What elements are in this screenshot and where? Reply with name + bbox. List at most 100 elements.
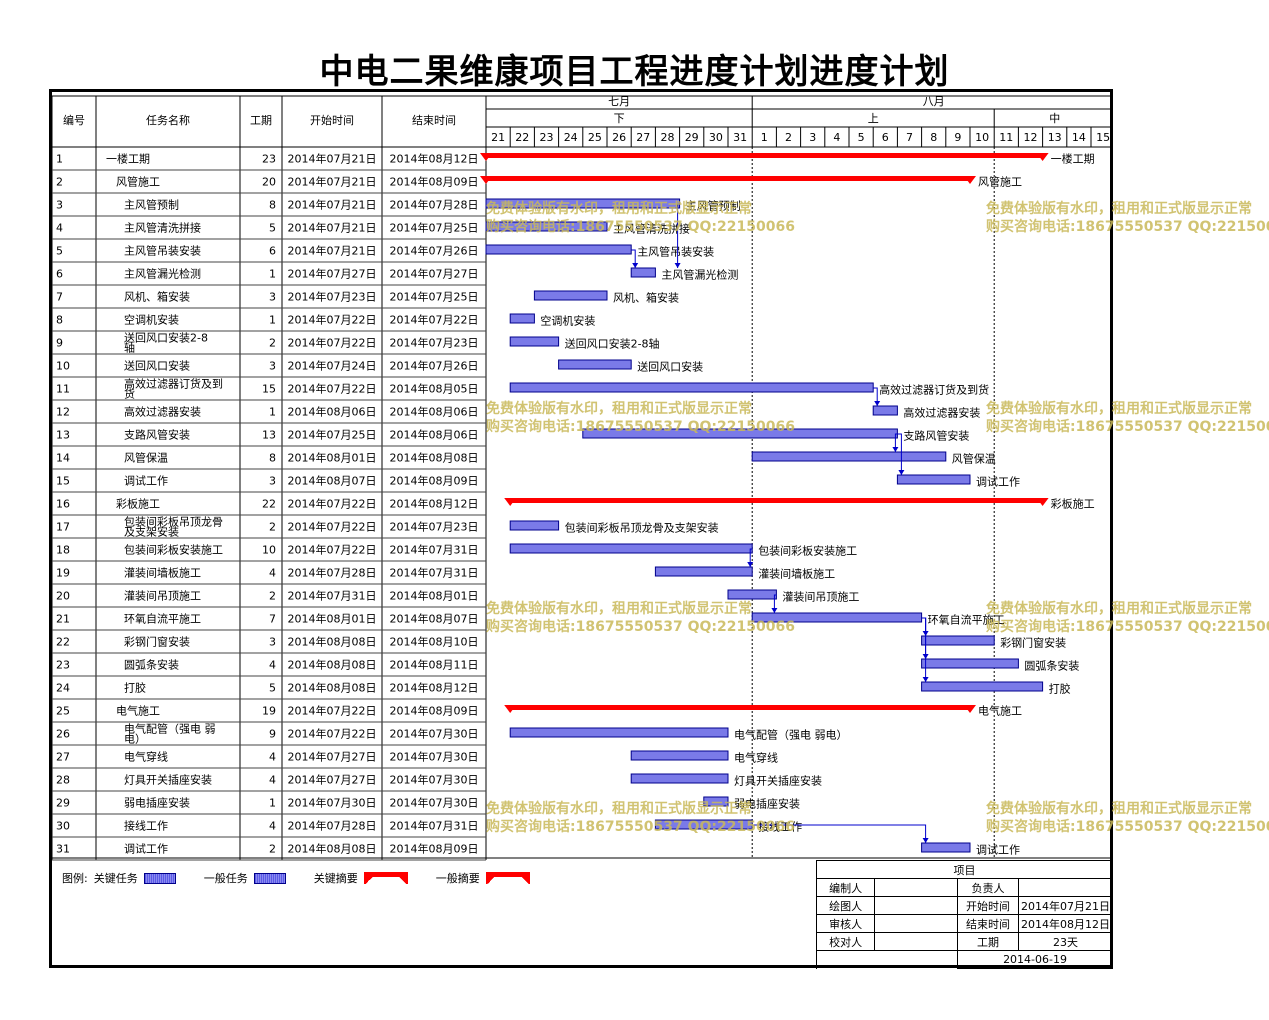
task-duration: 5 [269, 222, 276, 235]
bar-label: 送回风口安装 [637, 360, 703, 374]
task-start: 2014年07月28日 [288, 566, 377, 580]
summary-bar-start [504, 705, 517, 713]
task-name: 灌装间吊顶施工 [124, 590, 201, 603]
task-end: 2014年08月10日 [390, 635, 479, 649]
task-bar [654, 819, 753, 830]
info-value: 2014年08月12日 [1018, 914, 1113, 933]
task-duration: 13 [262, 429, 276, 442]
task-start: 2014年07月22日 [288, 313, 377, 327]
day-label: 30 [709, 131, 723, 144]
legend-prefix: 图例: [62, 872, 88, 885]
summary-bar [486, 176, 970, 181]
day-label: 6 [882, 131, 889, 144]
legend-critical-summary-swatch [363, 872, 408, 884]
task-duration: 1 [269, 268, 276, 281]
dependency-arrow [922, 838, 929, 843]
day-label: 11 [999, 131, 1013, 144]
info-value: 2014年07月21日 [1018, 896, 1113, 915]
task-start: 2014年08月08日 [288, 658, 377, 672]
day-label: 14 [1072, 131, 1086, 144]
task-id: 17 [56, 521, 70, 534]
task-id: 21 [56, 613, 70, 626]
task-duration: 1 [269, 406, 276, 419]
day-label: 10 [975, 131, 989, 144]
info-label: 编制人 [815, 878, 876, 897]
task-end: 2014年07月30日 [390, 796, 479, 810]
bar-label: 电气施工 [978, 704, 1022, 718]
summary-bar-end [1036, 498, 1049, 506]
task-start: 2014年07月22日 [288, 336, 377, 350]
task-bar [703, 796, 729, 807]
dependency-arrow [922, 677, 929, 682]
month-label: 八月 [923, 95, 945, 108]
day-label: 21 [491, 131, 505, 144]
task-bar [509, 336, 560, 347]
task-name: 主风管漏光检测 [124, 267, 201, 281]
task-id: 8 [56, 314, 63, 327]
task-start: 2014年07月22日 [288, 520, 377, 534]
summary-bar [510, 705, 970, 710]
task-end: 2014年08月12日 [390, 152, 479, 166]
bar-label: 主风管吊装安装 [637, 245, 714, 259]
bar-label: 主风管预制 [686, 199, 741, 213]
task-bar [509, 543, 753, 554]
legend: 图例: 关键任务 一般任务 关键摘要 一般摘要 [62, 870, 552, 886]
task-id: 14 [56, 452, 70, 465]
bar-label: 主风管漏光检测 [661, 268, 738, 282]
task-end: 2014年07月30日 [390, 727, 479, 741]
day-label: 5 [858, 131, 865, 144]
day-label: 31 [733, 131, 747, 144]
task-start: 2014年08月01日 [288, 451, 377, 465]
bar-label: 打胶 [1049, 682, 1071, 696]
day-label: 12 [1024, 131, 1038, 144]
task-name: 调试工作 [124, 843, 168, 856]
task-end: 2014年08月09日 [390, 704, 479, 718]
task-end: 2014年07月25日 [390, 221, 479, 235]
task-name: 风机、箱安装 [124, 290, 190, 304]
day-label: 3 [809, 131, 816, 144]
task-end: 2014年07月30日 [390, 773, 479, 787]
task-duration: 20 [262, 176, 276, 189]
task-bar [921, 635, 995, 646]
task-name: 彩板施工 [116, 497, 160, 511]
dependency-link [894, 433, 898, 452]
task-bar [727, 589, 777, 600]
month-label: 七月 [608, 95, 630, 108]
info-label: 审核人 [815, 914, 876, 933]
task-duration: 4 [269, 820, 276, 833]
summary-bar-end [1036, 153, 1049, 161]
task-duration: 3 [269, 475, 276, 488]
task-duration: 10 [262, 544, 276, 557]
task-end: 2014年07月30日 [390, 750, 479, 764]
dependency-link [749, 548, 753, 567]
bar-label: 空调机安装 [540, 314, 595, 328]
task-id: 18 [56, 544, 70, 557]
task-name: 电气配管（强电 弱 [124, 722, 216, 736]
task-start: 2014年08月08日 [288, 842, 377, 856]
bar-label: 电气配管（强电 弱电） [734, 728, 848, 742]
day-label: 26 [612, 131, 626, 144]
bar-label: 调试工作 [976, 844, 1020, 857]
task-bar [921, 658, 1019, 669]
task-start: 2014年07月21日 [288, 198, 377, 212]
bar-label: 一楼工期 [1051, 152, 1095, 166]
info-value [874, 896, 959, 915]
task-name: 接线工作 [124, 819, 168, 833]
task-id: 16 [56, 498, 70, 511]
task-end: 2014年08月07日 [390, 612, 479, 626]
task-start: 2014年07月21日 [288, 244, 377, 258]
day-label: 4 [833, 131, 840, 144]
task-name: 高效过滤器安装 [124, 405, 201, 419]
bar-label: 风机、箱安装 [613, 291, 679, 305]
task-end: 2014年08月08日 [390, 451, 479, 465]
task-end: 2014年08月01日 [390, 589, 479, 603]
task-duration: 3 [269, 291, 276, 304]
task-start: 2014年08月06日 [288, 405, 377, 419]
task-id: 24 [56, 682, 70, 695]
task-id: 22 [56, 636, 70, 649]
task-name: 包装间彩板吊顶龙骨 [124, 515, 223, 529]
task-duration: 8 [269, 199, 276, 212]
bar-label: 灌装间墙板施工 [758, 567, 835, 581]
task-end: 2014年08月06日 [390, 405, 479, 419]
bar-label: 电气穿线 [734, 751, 778, 765]
